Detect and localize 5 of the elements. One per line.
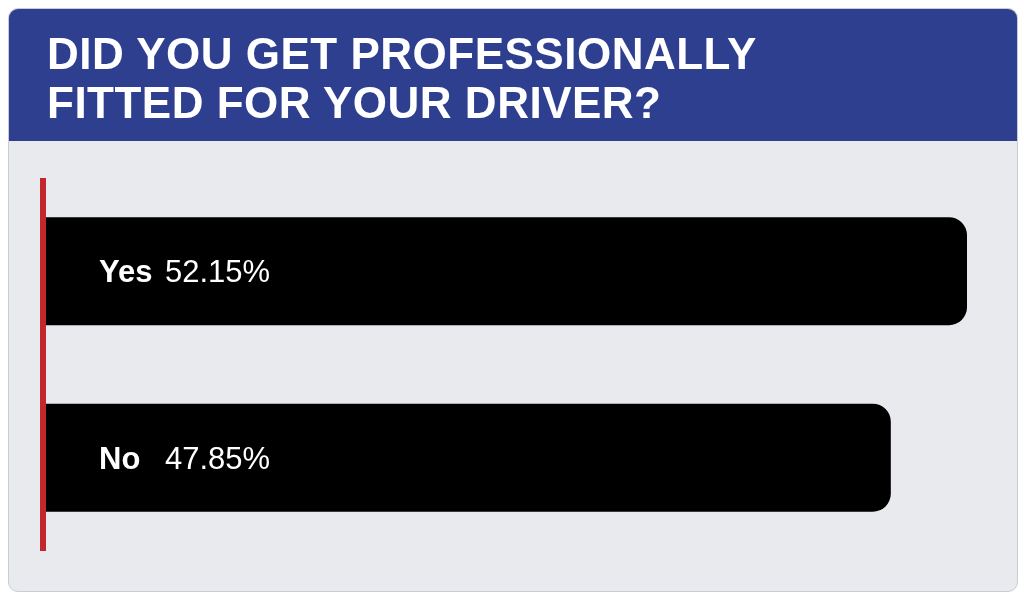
data-label: 47.85% bbox=[165, 440, 271, 476]
data-label: 52.15% bbox=[165, 254, 271, 290]
y-tick-label: Yes bbox=[99, 254, 153, 290]
chart-title: DID YOU GET PROFESSIONALLY FITTED FOR YOUR DRIVER? bbox=[47, 29, 757, 127]
y-tick-label: No bbox=[99, 440, 141, 476]
